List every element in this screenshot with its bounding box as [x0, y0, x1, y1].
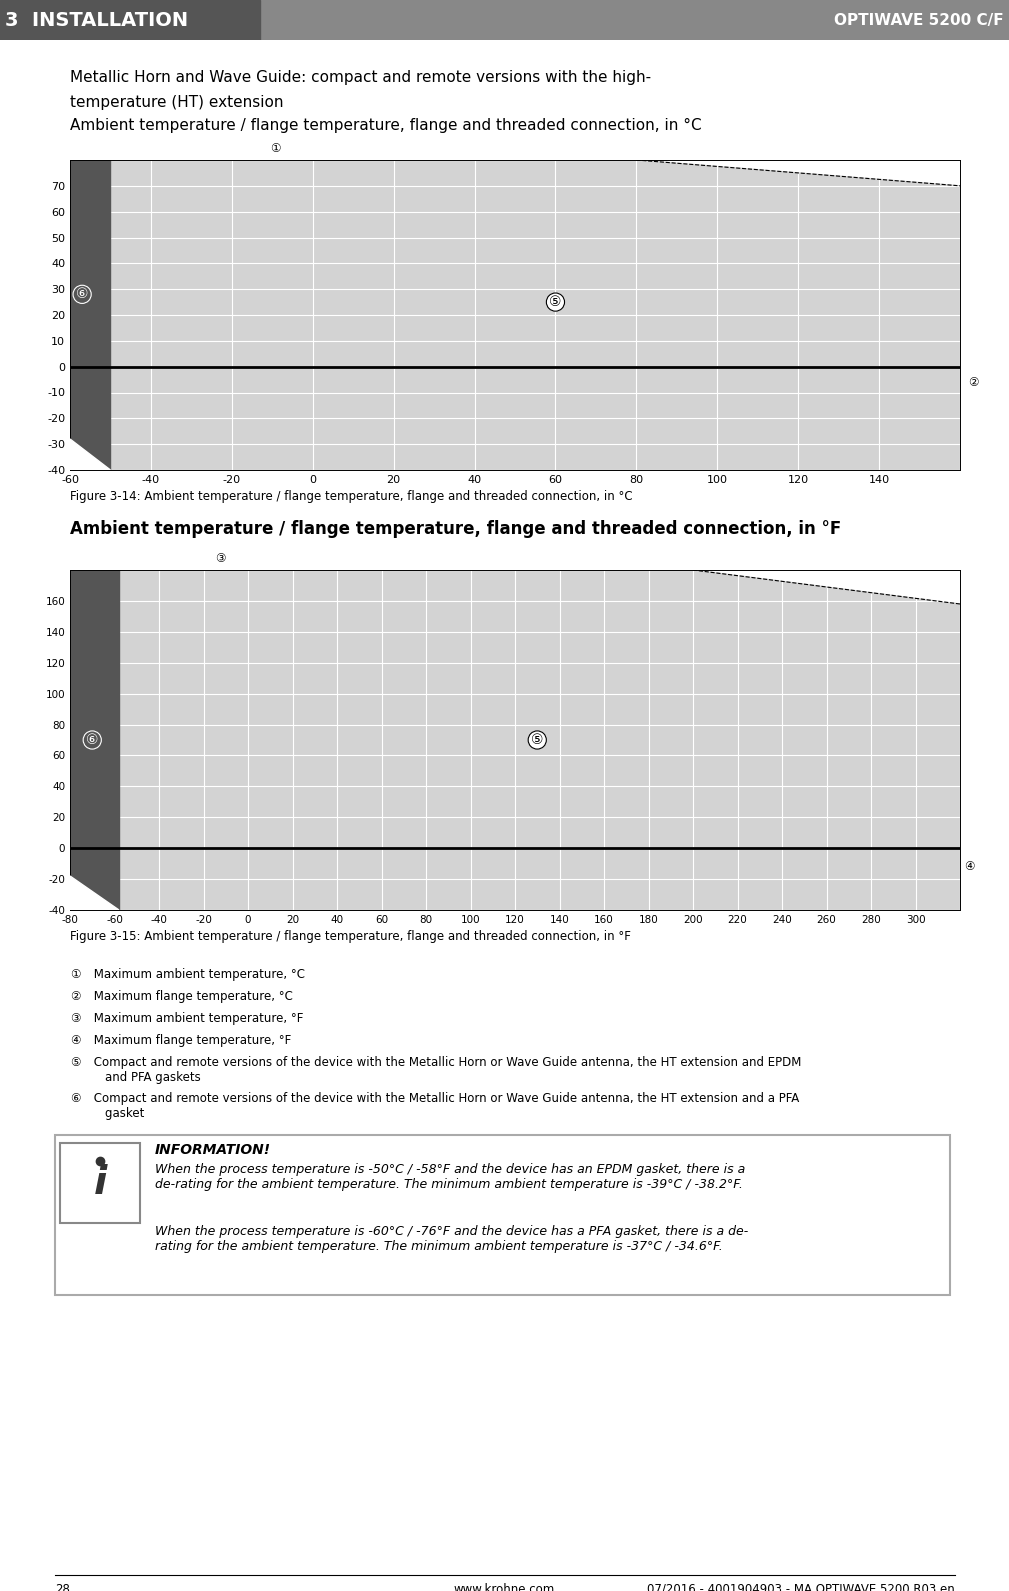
Text: ⑤: ⑤ — [70, 1056, 81, 1069]
Text: Figure 3-14: Ambient temperature / flange temperature, flange and threaded conne: Figure 3-14: Ambient temperature / flang… — [70, 490, 633, 503]
Text: OPTIWAVE 5200 C/F: OPTIWAVE 5200 C/F — [834, 13, 1004, 27]
Text: Maximum ambient temperature, °C: Maximum ambient temperature, °C — [90, 967, 305, 982]
Text: When the process temperature is -50°C / -58°F and the device has an EPDM gasket,: When the process temperature is -50°C / … — [155, 1163, 746, 1192]
Text: Metallic Horn and Wave Guide: compact and remote versions with the high-: Metallic Horn and Wave Guide: compact an… — [70, 70, 651, 84]
Text: 3  INSTALLATION: 3 INSTALLATION — [5, 11, 188, 30]
Text: ⑥: ⑥ — [86, 733, 99, 748]
Text: ②: ② — [70, 990, 81, 1002]
Text: When the process temperature is -60°C / -76°F and the device has a PFA gasket, t: When the process temperature is -60°C / … — [155, 1225, 749, 1254]
Bar — [55, 1134, 950, 1295]
Text: Maximum ambient temperature, °F: Maximum ambient temperature, °F — [90, 1012, 304, 1025]
Bar — [60, 1142, 140, 1223]
Text: www.krohne.com: www.krohne.com — [453, 1583, 555, 1591]
Polygon shape — [119, 570, 960, 910]
Text: Compact and remote versions of the device with the Metallic Horn or Wave Guide a: Compact and remote versions of the devic… — [90, 1091, 799, 1120]
Text: ④: ④ — [965, 861, 975, 873]
Text: Maximum flange temperature, °C: Maximum flange temperature, °C — [90, 990, 293, 1002]
Text: ③: ③ — [70, 1012, 81, 1025]
Text: Compact and remote versions of the device with the Metallic Horn or Wave Guide a: Compact and remote versions of the devic… — [90, 1056, 801, 1083]
Text: ⑤: ⑤ — [549, 294, 562, 309]
Polygon shape — [110, 161, 960, 469]
Text: ⑥: ⑥ — [76, 288, 89, 301]
Text: Ambient temperature / flange temperature, flange and threaded connection, in °F: Ambient temperature / flange temperature… — [70, 520, 842, 538]
Text: Maximum flange temperature, °F: Maximum flange temperature, °F — [90, 1034, 292, 1047]
Polygon shape — [70, 570, 119, 910]
Text: INFORMATION!: INFORMATION! — [155, 1142, 271, 1157]
Text: ⑥: ⑥ — [70, 1091, 81, 1106]
Text: 28: 28 — [55, 1583, 70, 1591]
Text: ②: ② — [968, 375, 979, 388]
Text: ④: ④ — [70, 1034, 81, 1047]
Text: Ambient temperature / flange temperature, flange and threaded connection, in °C: Ambient temperature / flange temperature… — [70, 118, 701, 134]
Text: temperature (HT) extension: temperature (HT) extension — [70, 95, 284, 110]
Text: ⑤: ⑤ — [531, 733, 544, 748]
Text: ③: ③ — [215, 552, 226, 565]
Text: ①: ① — [269, 142, 281, 154]
Polygon shape — [70, 439, 110, 469]
Text: i: i — [93, 1165, 107, 1201]
Polygon shape — [70, 161, 110, 469]
Text: 07/2016 - 4001904903 - MA OPTIWAVE 5200 R03 en: 07/2016 - 4001904903 - MA OPTIWAVE 5200 … — [647, 1583, 955, 1591]
Polygon shape — [70, 877, 119, 910]
Text: Figure 3-15: Ambient temperature / flange temperature, flange and threaded conne: Figure 3-15: Ambient temperature / flang… — [70, 931, 631, 943]
Bar — [0, 0, 260, 40]
Text: ①: ① — [70, 967, 81, 982]
